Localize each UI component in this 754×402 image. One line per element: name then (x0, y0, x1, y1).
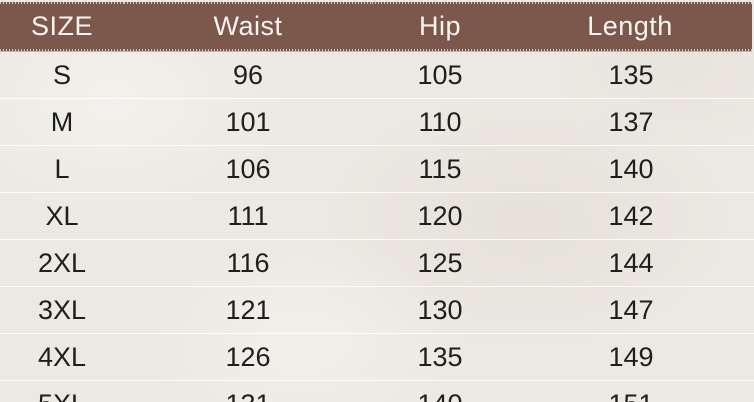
measurement-cell: 111 (124, 192, 372, 240)
measurement-cell: 101 (124, 98, 372, 146)
measurement-cell: 140 (508, 145, 754, 193)
measurement-cell: 121 (124, 286, 372, 334)
table-row: XL 111 120 142 (0, 192, 754, 240)
measurement-cell: 144 (508, 239, 754, 287)
table-row: 2XL 116 125 144 (0, 239, 754, 287)
measurement-cell: 135 (372, 333, 508, 381)
size-cell: 2XL (0, 239, 124, 287)
measurement-cell: 110 (372, 98, 508, 146)
measurement-cell: 131 (124, 380, 372, 402)
measurement-cell: 142 (508, 192, 754, 240)
measurement-cell: 137 (508, 98, 754, 146)
measurement-cell: 120 (372, 192, 508, 240)
measurement-cell: 126 (124, 333, 372, 381)
size-cell: 3XL (0, 286, 124, 334)
measurement-cell: 135 (508, 51, 754, 99)
table-row: L 106 115 140 (0, 145, 754, 193)
column-header-hip: Hip (372, 0, 508, 52)
measurement-cell: 96 (124, 51, 372, 99)
measurement-cell: 125 (372, 239, 508, 287)
table-row: 3XL 121 130 147 (0, 286, 754, 334)
measurement-cell: 149 (508, 333, 754, 381)
size-cell: 5XL (0, 380, 124, 402)
size-cell: XL (0, 192, 124, 240)
table-row: M 101 110 137 (0, 98, 754, 146)
table-row: 4XL 126 135 149 (0, 333, 754, 381)
measurement-cell: 116 (124, 239, 372, 287)
table-row: S 96 105 135 (0, 51, 754, 99)
size-cell: L (0, 145, 124, 193)
size-table-body: S 96 105 135 M 101 110 137 L 106 115 140 XL 111 120 142… (0, 51, 754, 402)
measurement-cell: 130 (372, 286, 508, 334)
size-cell: 4XL (0, 333, 124, 381)
measurement-cell: 151 (508, 380, 754, 402)
header-row: SIZE Waist Hip Length (0, 0, 754, 52)
measurement-cell: 115 (372, 145, 508, 193)
measurement-cell: 106 (124, 145, 372, 193)
column-header-size: SIZE (0, 0, 124, 52)
size-cell: S (0, 51, 124, 99)
table-row: 5XL131140151 (0, 380, 754, 402)
column-header-waist: Waist (124, 0, 372, 52)
size-cell: M (0, 98, 124, 146)
column-header-length: Length (508, 0, 754, 52)
measurement-cell: 105 (372, 51, 508, 99)
measurement-cell: 147 (508, 286, 754, 334)
measurement-cell: 140 (372, 380, 508, 402)
